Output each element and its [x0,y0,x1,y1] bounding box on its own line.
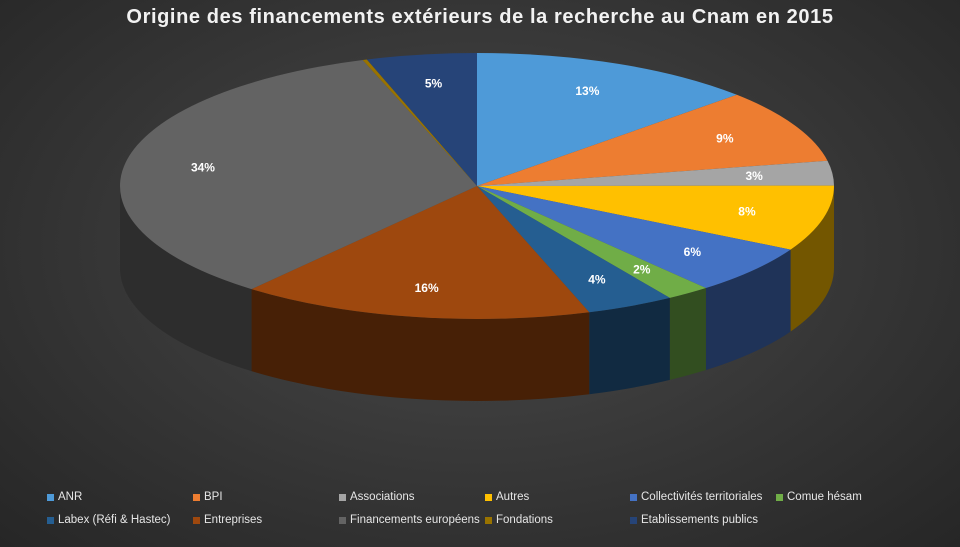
legend-swatch [193,516,200,524]
legend-swatch [776,493,783,501]
legend-item-bpi: BPI [193,491,223,503]
pie-side-collectivites-territoriales [705,249,791,371]
legend-label: Financements européens [350,514,480,526]
legend-item-fondations: Fondations [485,514,553,526]
pie-slice-bpi [477,94,828,186]
legend-swatch [630,493,637,501]
legend-label: Labex (Réfi & Hastec) [58,514,171,526]
legend-item-entreprises: Entreprises [193,514,262,526]
legend-label: Etablissements publics [641,514,758,526]
pie-side-entreprises [251,289,590,401]
pie-slice-anr [477,53,737,186]
legend-label: Collectivités territoriales [641,491,763,503]
pie-sides [120,186,834,401]
legend-label: Fondations [496,514,553,526]
data-label-autres: 8% [738,204,756,218]
legend-label: Comue hésam [787,491,862,503]
pie-side-autres [790,186,834,332]
legend-label: Autres [496,491,530,503]
legend-label: BPI [204,491,223,503]
legend-item-etablissements-publics: Etablissements publics [630,514,758,526]
pie-slice-fondations [362,59,477,187]
pie-slice-autres [477,185,834,250]
data-label-financements-europeens: 34% [191,161,215,175]
legend-label: ANR [58,491,83,503]
data-label-associations: 3% [745,169,763,183]
data-label-collectivites-territoriales: 6% [684,245,702,259]
legend-item-associations: Associations [339,491,415,503]
pie-top [120,53,834,319]
legend-item-labex-refi-hastec: Labex (Réfi & Hastec) [47,514,171,526]
pie-slice-comue-hesam [477,186,706,298]
legend-item-financements-europeens: Financements européens [339,514,480,526]
data-label-anr: 13% [575,84,599,98]
pie-side-comue-hesam [669,288,706,380]
pie-slice-etablissements-publics [366,53,477,186]
chart-title: Origine des financements extérieurs de l… [126,6,834,28]
legend-item-comue-hesam: Comue hésam [776,491,862,503]
legend-swatch [47,516,54,524]
legend-item-anr: ANR [47,491,82,503]
legend-label: Entreprises [204,514,263,526]
pie-slice-collectivites-territoriales [477,186,791,289]
data-label-bpi: 9% [716,132,734,146]
pie-slice-entreprises [251,186,590,319]
data-label-entreprises: 16% [415,281,439,295]
data-label-labex-refi-hastec: 4% [588,273,606,287]
legend: ANR BPI Associations Autres Collectivités te… [0,489,960,539]
data-label-comue-hesam: 2% [633,263,651,277]
legend-swatch [193,493,200,501]
legend-swatch [485,516,492,524]
pie-slice-associations [477,160,834,186]
pie-side-labex-refi-hastec [589,297,670,395]
legend-item-collectivites-territoriales: Collectivités territoriales [630,491,762,503]
legend-swatch [630,516,637,524]
legend-label: Associations [350,491,415,503]
legend-swatch [339,493,346,501]
legend-swatch [339,516,346,524]
legend-swatch [485,493,492,501]
pie-side-financements-europeens [120,186,252,372]
data-label-etablissements-publics: 5% [425,77,443,91]
pie-labels: 13% 9% 3% 8% 6% 2% 4% 16% 34% 5% [191,77,763,295]
pie-slice-financements-europeens [120,60,477,290]
legend-swatch [47,493,54,501]
pie-slice-labex-refi-hastec [477,186,670,313]
legend-item-autres: Autres [485,491,529,503]
